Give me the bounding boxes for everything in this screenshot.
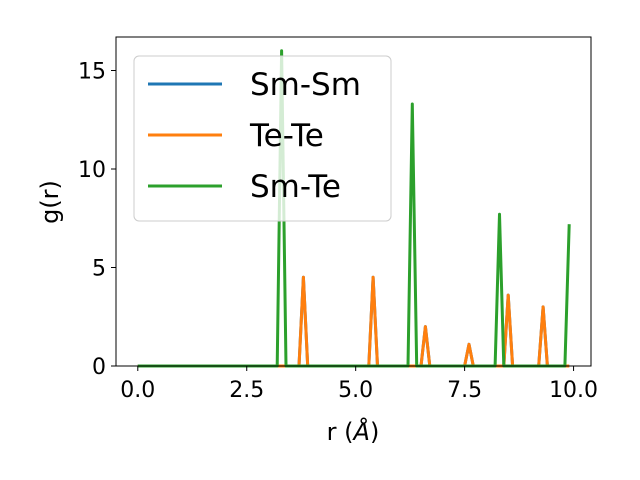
ticks-layer: 0.0 2.5 5.0 7.5 10.0 0 5 10 15 (78, 59, 598, 403)
y-tick-label: 15 (78, 59, 106, 84)
y-tick-label: 5 (92, 256, 106, 281)
x-tick-label: 0.0 (120, 378, 155, 403)
legend-label-te-te: Te-Te (249, 118, 324, 154)
y-tick-label: 10 (78, 158, 106, 183)
y-axis-label: g(r) (36, 180, 64, 224)
legend-box (133, 55, 392, 222)
x-tick-label: 5.0 (338, 378, 373, 403)
legend: Sm-Sm Te-Te Sm-Te (133, 55, 392, 222)
legend-label-sm-sm: Sm-Sm (250, 67, 361, 103)
x-tick-label: 10.0 (549, 378, 598, 403)
plot-frame (115, 36, 592, 367)
x-axis-label: r (Å) (327, 417, 380, 446)
x-tick-label: 7.5 (447, 378, 482, 403)
legend-label-sm-te: Sm-Te (250, 169, 341, 205)
x-tick-label: 2.5 (229, 378, 264, 403)
y-tick-label: 0 (92, 355, 106, 380)
